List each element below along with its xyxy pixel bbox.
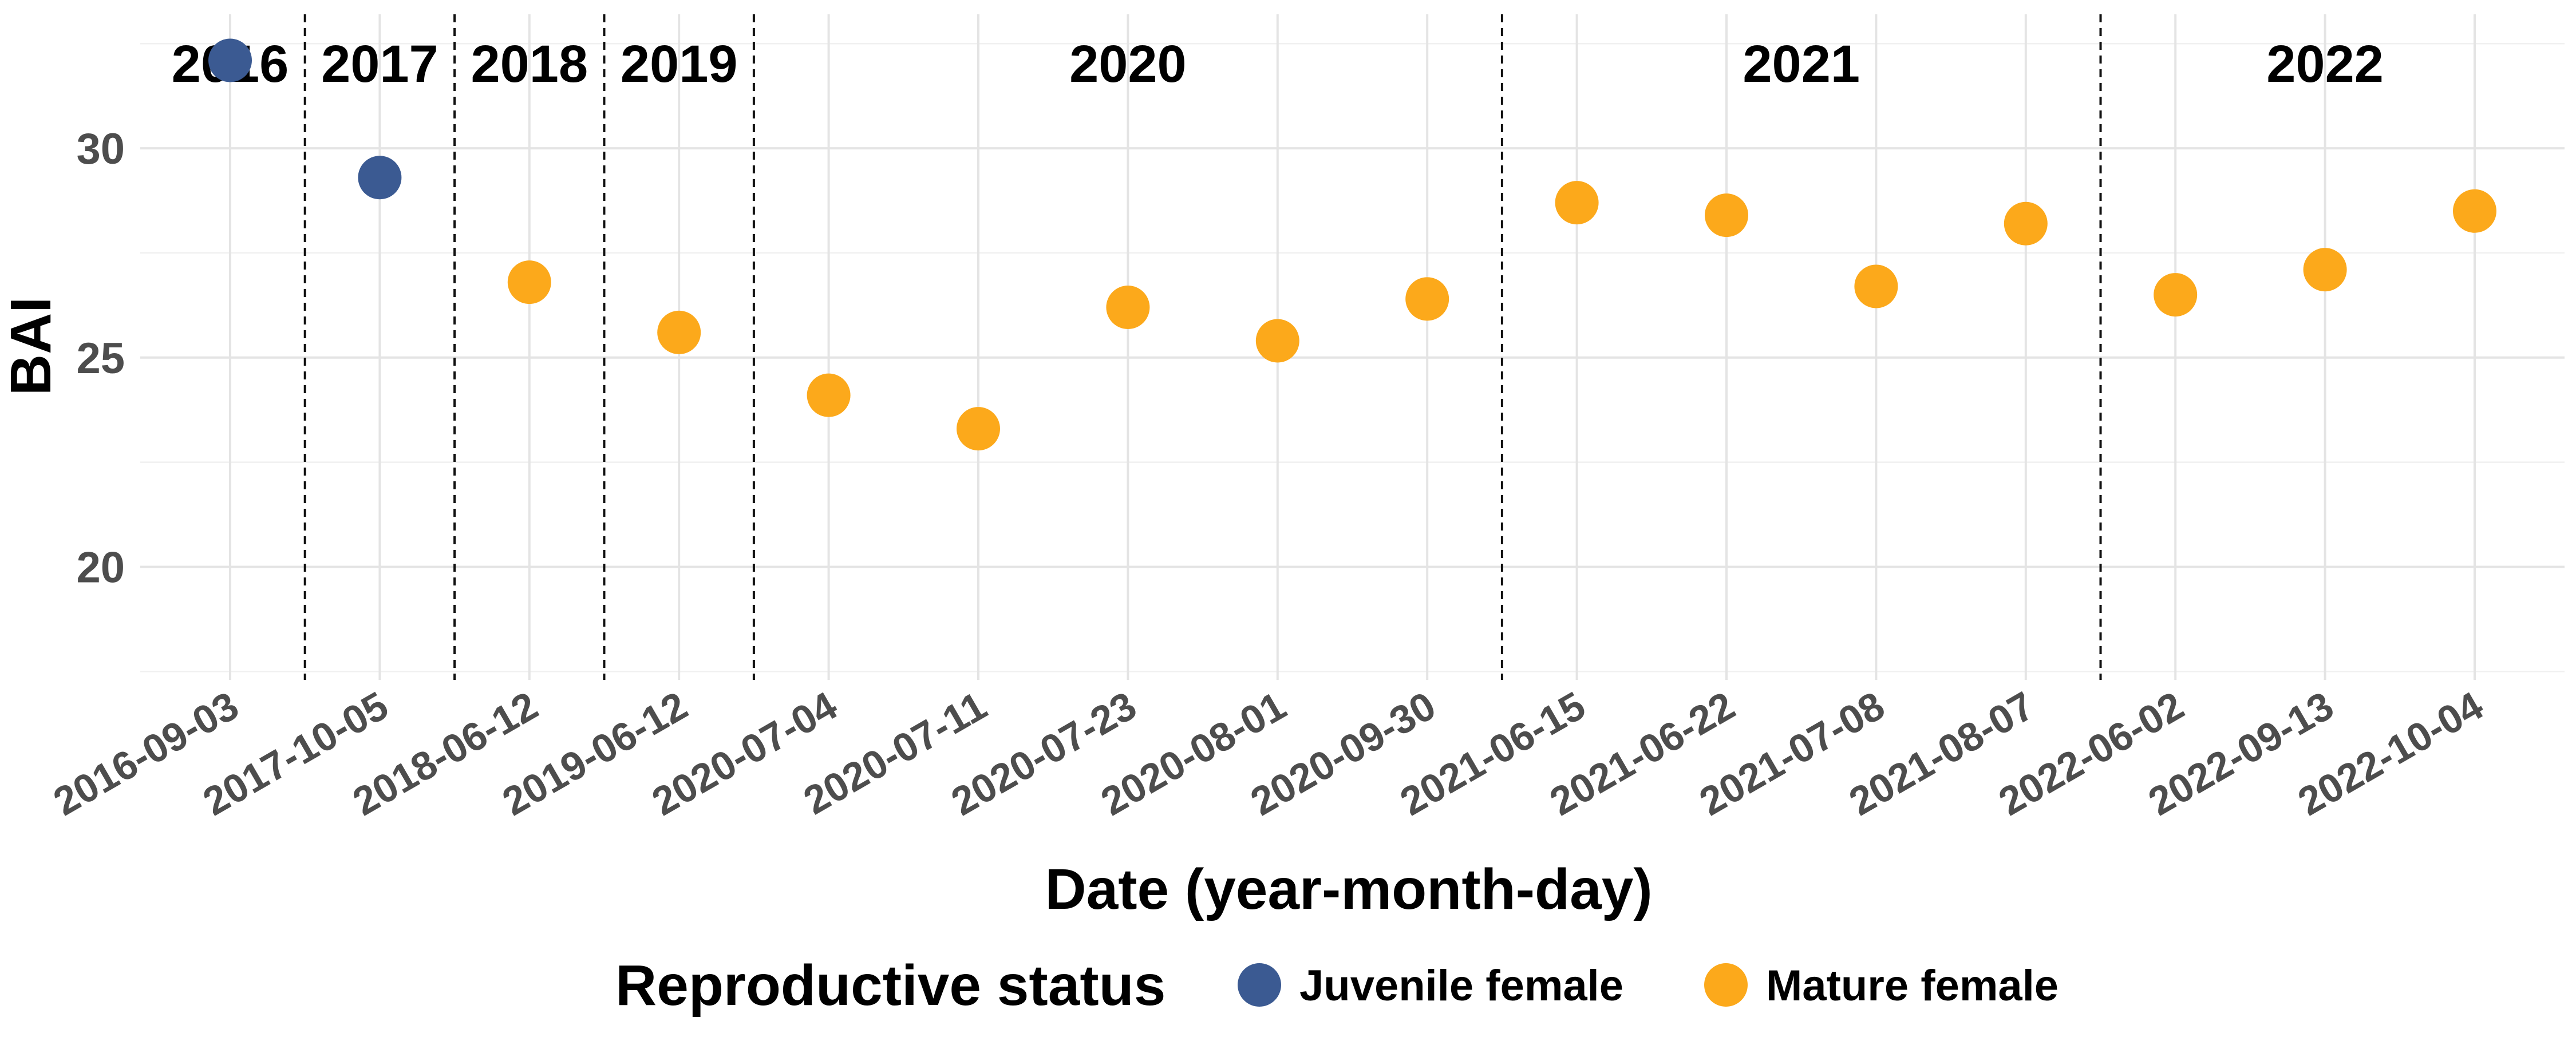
- year-label-2017: 2017: [321, 35, 438, 93]
- y-tick-label: 20: [76, 544, 125, 592]
- legend-label: Juvenile female: [1299, 961, 1623, 1010]
- grid-lines: [140, 14, 2565, 680]
- data-point: [657, 310, 701, 354]
- legend-label: Mature female: [1766, 961, 2059, 1010]
- legend: Reproductive status Juvenile female Matur…: [615, 953, 2059, 1018]
- year-label-2020: 2020: [1069, 35, 1187, 93]
- year-label-2021: 2021: [1743, 35, 1860, 93]
- year-label-2018: 2018: [471, 35, 588, 93]
- data-point: [1705, 193, 1748, 238]
- data-point: [1555, 181, 1599, 225]
- y-axis-title: BAI: [0, 297, 63, 395]
- data-point: [507, 260, 551, 304]
- legend-title: Reproductive status: [615, 953, 1165, 1018]
- data-point: [807, 373, 851, 417]
- data-point: [2154, 273, 2198, 317]
- data-point: [1854, 264, 1898, 308]
- y-axis-ticks: 20 25 30: [76, 125, 125, 592]
- data-point: [358, 156, 402, 200]
- data-point: [2303, 248, 2347, 292]
- legend-key-mature: [1704, 963, 1748, 1007]
- y-tick-label: 25: [76, 334, 125, 383]
- data-point: [2453, 189, 2496, 233]
- data-point: [957, 407, 1000, 451]
- year-label-2022: 2022: [2266, 35, 2384, 93]
- data-point: [1255, 319, 1299, 363]
- year-label-2019: 2019: [621, 35, 738, 93]
- x-axis-ticks: 2016-09-032017-10-052018-06-122019-06-12…: [46, 683, 2490, 824]
- x-axis-title: Date (year-month-day): [1045, 857, 1652, 921]
- year-separators: [303, 14, 2102, 680]
- data-point: [2004, 201, 2048, 246]
- data-point: [1405, 277, 1449, 321]
- legend-key-juvenile: [1238, 963, 1281, 1007]
- data-point: [1106, 286, 1150, 330]
- data-points: [208, 38, 2496, 451]
- data-point: [208, 38, 252, 82]
- y-tick-label: 30: [76, 125, 125, 173]
